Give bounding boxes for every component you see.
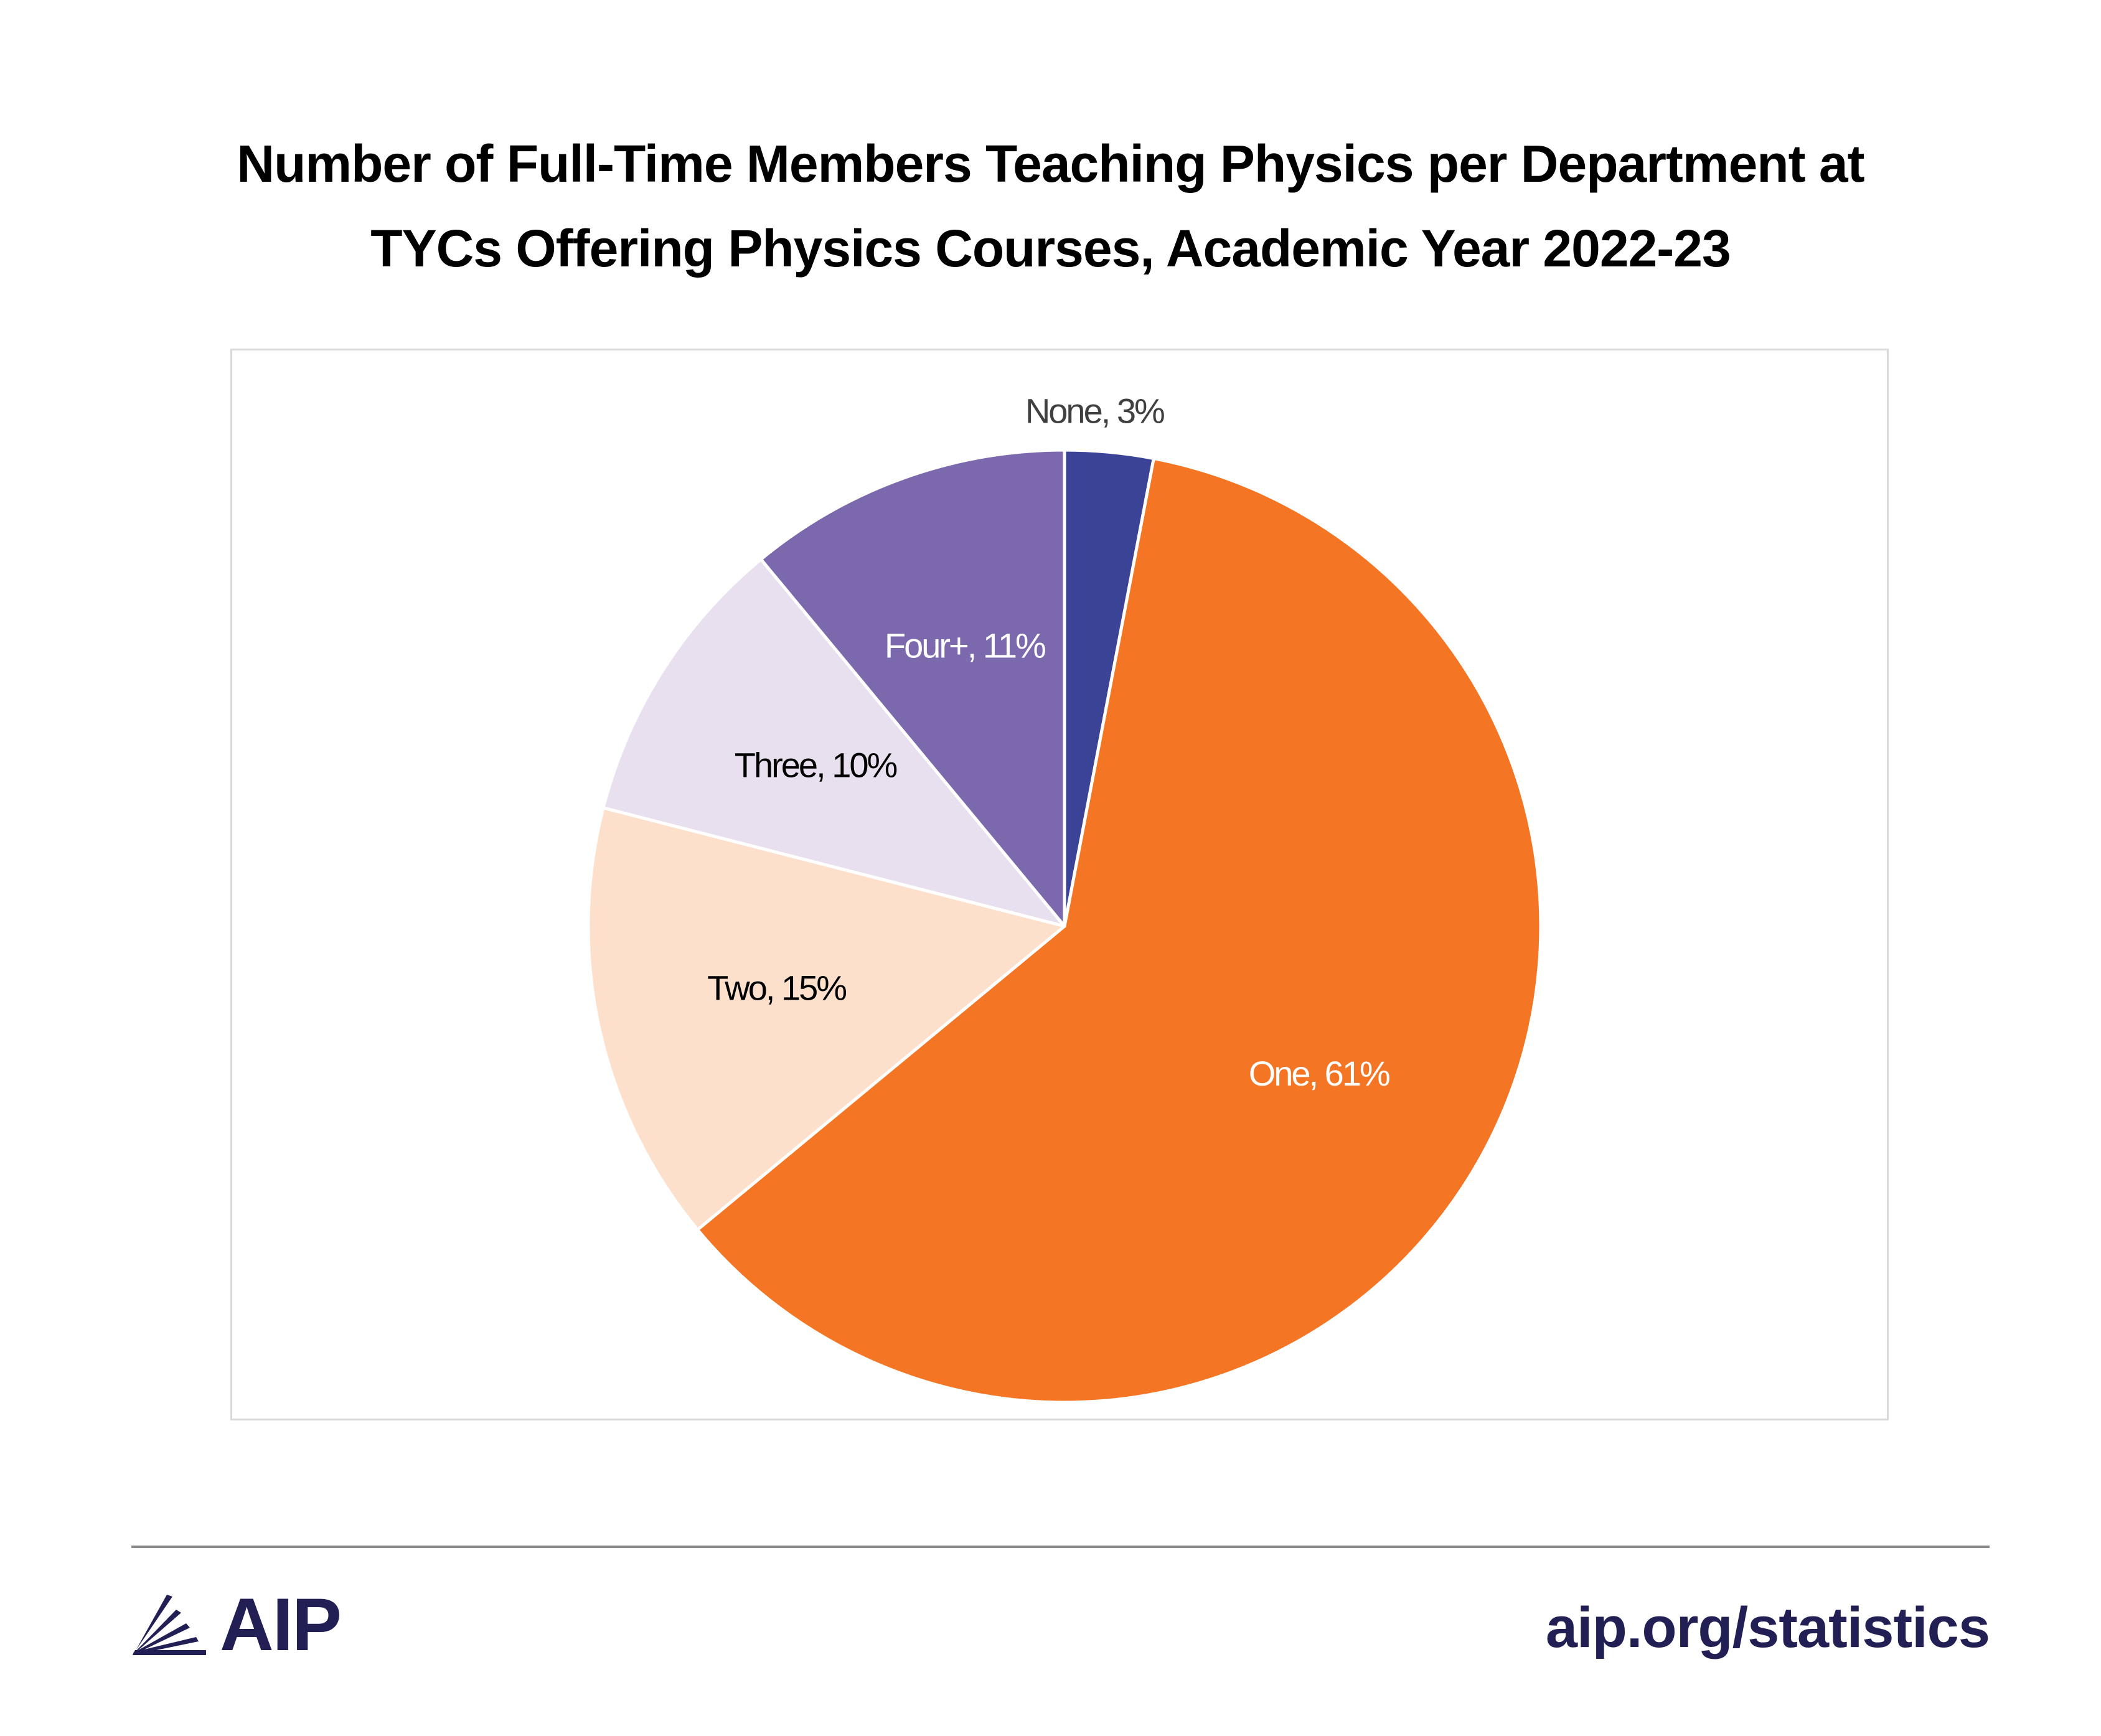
- chart-title: Number of Full-Time Members Teaching Phy…: [0, 121, 2101, 291]
- pie-slice-one: [696, 457, 1543, 1404]
- pie-slice-three: [601, 558, 1066, 928]
- pie-label-one: One, 61%: [1249, 1054, 1389, 1093]
- chart-frame: None, 3% One, 61% Two, 15% Three, 10% Four+,…: [230, 349, 1889, 1420]
- footer-divider: [131, 1546, 1990, 1548]
- aip-logo-text: AIP: [220, 1583, 342, 1666]
- chart-title-line-1: Number of Full-Time Members Teaching Phy…: [237, 134, 1864, 193]
- pie-slice-four-: [759, 448, 1066, 928]
- statistics-link[interactable]: aip.org/statistics: [1545, 1596, 1990, 1659]
- pie-label-four-: Four+, 11%: [885, 626, 1045, 665]
- pie-label-two: Two, 15%: [707, 968, 846, 1007]
- aip-fan-icon: [133, 1595, 206, 1655]
- pie-slice-two: [586, 806, 1066, 1232]
- pie-label-three: Three, 10%: [735, 746, 897, 785]
- aip-logo: AIP: [131, 1583, 342, 1666]
- pie-label-none: None, 3%: [1025, 391, 1164, 430]
- pie-chart: None, 3% One, 61% Two, 15% Three, 10% Four+,…: [586, 391, 1543, 1404]
- chart-title-line-2: TYCs Offering Physics Courses, Academic …: [370, 219, 1731, 278]
